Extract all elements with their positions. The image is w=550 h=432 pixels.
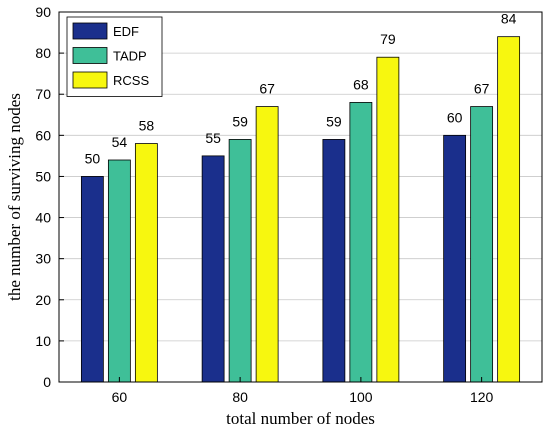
data-label-rcss-120: 84 xyxy=(501,11,517,27)
y-tick-label: 0 xyxy=(43,374,51,390)
legend-label-rcss: RCSS xyxy=(113,73,149,88)
y-tick-label: 40 xyxy=(35,210,51,226)
legend-label-tadp: TADP xyxy=(113,49,147,64)
bar-tadp-120 xyxy=(470,106,494,383)
bar-rcss-80 xyxy=(255,106,279,383)
x-axis-title: total number of nodes xyxy=(226,409,375,428)
bar-edf-120 xyxy=(443,134,467,383)
legend: EDF TADP RCSS xyxy=(66,16,163,97)
bar-edf-100 xyxy=(322,139,346,383)
data-label-edf-100: 59 xyxy=(326,113,342,129)
y-tick-label: 70 xyxy=(35,86,51,102)
x-axis-ticks: 60 80 100 120 xyxy=(112,377,494,405)
legend-swatch-tadp xyxy=(72,47,108,64)
x-tick-label: 120 xyxy=(470,389,494,405)
y-tick-label: 20 xyxy=(35,292,51,308)
y-tick-label: 50 xyxy=(35,168,51,184)
bar-rcss-100 xyxy=(376,56,400,383)
data-label-edf-120: 60 xyxy=(447,109,463,125)
data-label-edf-60: 50 xyxy=(85,150,101,166)
y-axis-ticks: 0 10 20 30 40 50 60 70 80 90 xyxy=(35,4,64,390)
bar-edf-80 xyxy=(201,155,225,383)
legend-swatch-edf xyxy=(72,22,108,40)
bar-tadp-100 xyxy=(349,102,373,383)
data-label-edf-80: 55 xyxy=(205,130,221,146)
bar-rcss-60 xyxy=(134,143,158,383)
x-tick-label: 60 xyxy=(112,389,128,405)
legend-swatch-rcss xyxy=(72,71,108,89)
y-tick-label: 60 xyxy=(35,127,51,143)
data-label-tadp-120: 67 xyxy=(474,81,490,97)
data-labels: 50 54 58 55 59 67 59 68 79 60 67 84 xyxy=(85,11,517,167)
y-tick-label: 80 xyxy=(35,45,51,61)
y-axis-title: the number of surviving nodes xyxy=(5,93,24,301)
plot-frame xyxy=(58,11,543,383)
bar-edf-60 xyxy=(80,176,104,383)
bar-rcss-120 xyxy=(497,36,521,383)
y-tick-label: 30 xyxy=(35,251,51,267)
data-label-rcss-80: 67 xyxy=(259,81,275,97)
data-label-tadp-60: 54 xyxy=(112,134,128,150)
data-label-rcss-100: 79 xyxy=(380,31,396,47)
bar-tadp-60 xyxy=(107,159,131,383)
y-tick-label: 10 xyxy=(35,333,51,349)
x-tick-label: 80 xyxy=(232,389,248,405)
bar-tadp-80 xyxy=(228,139,252,383)
y-tick-label: 90 xyxy=(35,4,51,20)
data-label-rcss-60: 58 xyxy=(139,118,155,134)
legend-label-edf: EDF xyxy=(113,24,139,39)
x-tick-label: 100 xyxy=(349,389,373,405)
data-label-tadp-80: 59 xyxy=(232,113,248,129)
data-label-tadp-100: 68 xyxy=(353,76,369,92)
